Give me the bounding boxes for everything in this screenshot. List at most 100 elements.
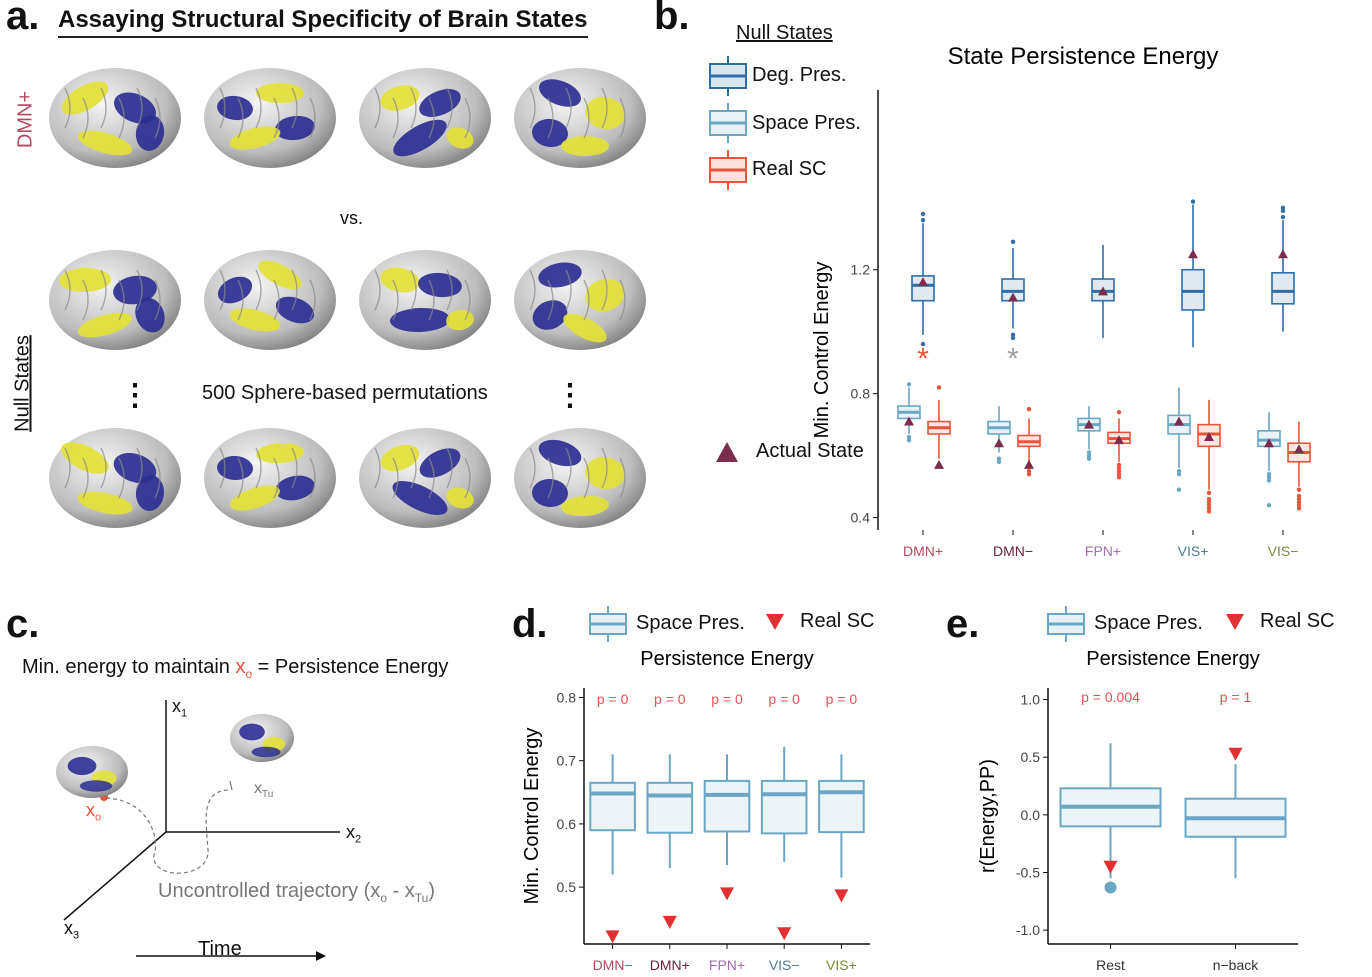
brain-5 — [49, 250, 181, 350]
space-pres-outlier — [906, 437, 912, 443]
brain-sulcus — [118, 97, 125, 139]
chart-d-group-2 — [703, 754, 751, 901]
brain-sulcus — [100, 269, 107, 311]
chart-b-group-2 — [1077, 244, 1131, 480]
deg-pres-outlier — [1010, 239, 1016, 245]
brain-sulcus — [136, 269, 143, 311]
legend-space-label: Space Pres. — [752, 112, 861, 134]
chart-b-xtick-label: DMN− — [993, 543, 1033, 559]
brain-sulcus — [374, 447, 381, 489]
chart-d-ytick-label: 0.7 — [557, 753, 577, 769]
real-sc-outlier — [1026, 472, 1032, 477]
brain-region — [217, 455, 253, 481]
legend-d-space-label: Space Pres. — [636, 612, 745, 634]
legend-e — [1047, 606, 1244, 642]
brain-region — [380, 444, 420, 472]
brain-sulcus — [273, 97, 280, 139]
brain-sulcus — [237, 457, 244, 499]
brain-region — [585, 278, 625, 312]
brain-region — [79, 780, 113, 792]
caption-var: xo — [235, 656, 253, 681]
brain-region — [585, 96, 625, 130]
brain-7 — [359, 250, 491, 350]
brain-sulcus — [136, 447, 143, 489]
chart-e-ylabel: r(Energy,PP) — [977, 759, 999, 873]
brain-region — [135, 297, 165, 333]
brain-region — [59, 267, 111, 293]
panel-e-label: e. — [946, 602, 980, 646]
real-sc-outlier — [1206, 499, 1212, 505]
real-sc-outlier — [1296, 487, 1302, 492]
brain-6 — [204, 250, 336, 350]
brain-sulcus — [410, 87, 417, 129]
brain-sulcus — [237, 97, 244, 139]
real-sc-marker — [1228, 747, 1243, 761]
chart-d-title: Persistence Energy — [640, 648, 813, 670]
chart-d-xtick-label: VIS− — [769, 957, 800, 973]
brain-sulcus — [255, 447, 262, 489]
chart-b-title: State Persistence Energy — [948, 43, 1219, 70]
brain-sulcus — [255, 87, 262, 129]
trajectory-caption: Uncontrolled trajectory (xo - xTu) — [158, 880, 436, 905]
legend-d-real-label: Real SC — [800, 610, 875, 632]
space-pres-outlier — [1176, 468, 1182, 474]
brain-sulcus — [547, 457, 554, 499]
legend-actual-marker — [716, 442, 738, 462]
brain-sulcus — [547, 279, 554, 321]
chart-d-ylabel: Min. Control Energy — [521, 728, 543, 905]
brain-region — [229, 308, 281, 332]
space-pres-outlier — [906, 434, 912, 440]
brain-sulcus — [565, 269, 572, 311]
brain-sulcus — [392, 457, 399, 499]
real-sc-marker — [662, 915, 677, 929]
actual-state-marker — [1114, 435, 1124, 445]
actual-state-marker — [1278, 249, 1288, 259]
actual-state-marker — [1188, 249, 1198, 259]
real-sc-outlier — [1296, 499, 1302, 505]
panel-a-label: a. — [6, 0, 40, 38]
brain-sulcus — [392, 97, 399, 139]
brain-sulcus — [64, 269, 71, 311]
actual-state-marker — [934, 459, 944, 469]
brain-sulcus — [601, 269, 608, 311]
significance-star: * — [917, 342, 929, 375]
space-pres-outlier — [1086, 450, 1092, 455]
brain-sulcus — [583, 97, 590, 139]
brain-sulcus — [219, 269, 226, 311]
brain-3 — [359, 68, 491, 168]
actual-state-marker — [1204, 432, 1214, 442]
legend-deg-key — [709, 56, 747, 96]
real-sc-outlier — [1026, 468, 1032, 474]
brain-sulcus — [154, 97, 161, 139]
brain-region — [380, 85, 420, 111]
real-sc-outlier — [936, 385, 942, 390]
deg-pres-outlier — [920, 217, 926, 223]
actual-state-marker — [1294, 444, 1304, 454]
chart-d-group-0 — [589, 754, 636, 944]
chart-b-ylabel: Min. Control Energy — [811, 262, 833, 439]
chart-b-xtick-label: VIS+ — [1178, 543, 1209, 559]
brain-region — [275, 115, 315, 141]
brain-region — [217, 95, 253, 121]
real-sc-outlier — [1116, 468, 1122, 474]
brain-sulcus — [392, 279, 399, 321]
schema-c — [56, 700, 340, 961]
brain-12 — [514, 428, 646, 528]
brain-sulcus — [529, 87, 536, 129]
brain-sulcus — [428, 97, 435, 139]
panel-c-caption: Min. energy to maintain xo = Persistence… — [22, 656, 448, 681]
permutations-text: 500 Sphere-based permutations — [202, 382, 488, 404]
chart-d-pvalue: p = 0 — [768, 691, 800, 707]
significance-star: * — [1007, 342, 1019, 375]
chart-b-group-0 — [897, 211, 951, 469]
deg-pres-box — [911, 275, 935, 302]
chart-e-ytick-label: 0.0 — [1021, 807, 1041, 823]
axis-x2: x2 — [346, 822, 362, 846]
brain-region — [258, 260, 302, 290]
brain-sulcus — [410, 447, 417, 489]
chart-e-xtick-label: n−back — [1213, 957, 1260, 973]
chart-e-ytick-label: -1.0 — [1016, 922, 1040, 938]
chart-b: State Persistence Energy Min. Control Ene… — [811, 43, 1311, 559]
chart-d-xtick-label: DMN− — [593, 957, 633, 973]
brain-sulcus — [255, 269, 262, 311]
